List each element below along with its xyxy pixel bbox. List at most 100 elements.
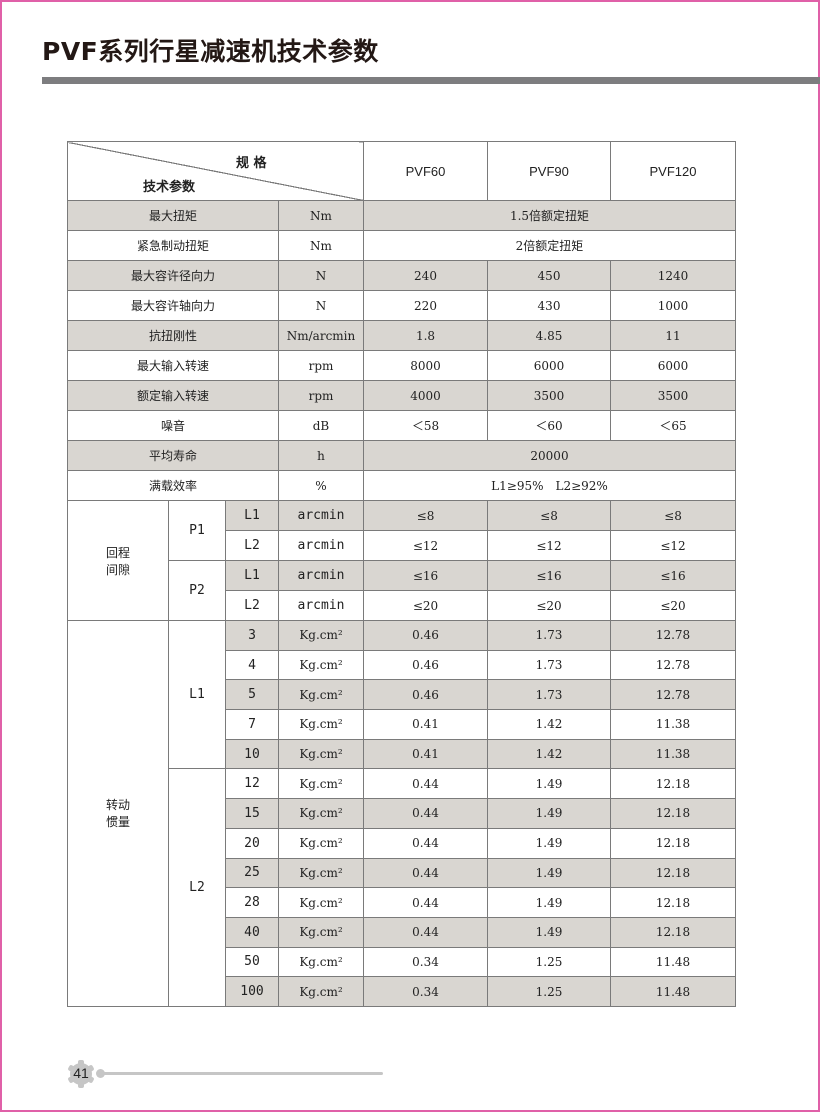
value-cell: 0.34 [363,946,488,978]
value-cell: 6000 [487,350,611,381]
unit-cell: Kg.cm² [278,709,364,740]
unit-cell: rpm [278,380,364,411]
value-cell: 1.42 [487,709,611,740]
model-header: PVF90 [487,141,611,201]
value-cell: 1.49 [487,916,611,948]
backlash-label-text: 回程 间隙 [105,545,130,577]
table-header-row: 规 格 技术参数 PVF60 PVF90 PVF120 [67,141,736,201]
unit-cell: Kg.cm² [278,827,364,859]
page-number: 41 [73,1065,89,1081]
value-cell: ≤8 [363,500,488,531]
value-cell: 11 [610,320,736,351]
unit-cell: arcmin [278,530,364,561]
unit-cell: Kg.cm² [278,857,364,889]
unit-cell: dB [278,410,364,441]
inertia-row: L2 12 Kg.cm² 0.44 1.49 12.18 [68,768,736,1007]
spec-table: 规 格 技术参数 PVF60 PVF90 PVF120 最大扭矩 Nm 1.5倍额定… [67,141,736,1007]
value-cell: 1.73 [487,679,611,711]
header-corner-cell: 规 格 技术参数 [67,141,364,201]
unit-cell: Kg.cm² [278,738,364,770]
param-name: 满载效率 [67,470,279,501]
ratio-cell: 7 [225,709,279,740]
value-cell: 12.78 [610,649,736,681]
table-row: 额定输入转速 rpm 4000 3500 3500 [67,380,736,411]
value-cell: 6000 [610,350,736,381]
value-cell: 0.46 [363,649,488,681]
value-cell: ≤20 [487,590,611,621]
ratio-cell: 5 [225,679,279,711]
value-cell: 0.44 [363,827,488,859]
unit-cell: h [278,440,364,471]
backlash-row: P2 L1 arcmin ≤16 ≤16 ≤16 [68,560,736,621]
inertia-row: 转动 惯量 L1 3 Kg.cm² 0.46 1.73 12.78 [67,619,736,1007]
model-header: PVF60 [363,141,488,201]
param-name: 平均寿命 [67,440,279,471]
value-cell: 1.25 [487,976,611,1007]
unit-cell: N [278,260,364,291]
value-cell: 12.18 [610,916,736,948]
value-cell: 12.18 [610,857,736,889]
title-rule [42,77,820,84]
value-cell: 3500 [610,380,736,411]
inertia-row: 5 Kg.cm² 0.46 1.73 12.78 [68,679,736,711]
unit-cell: Kg.cm² [278,768,364,800]
backlash-label: 回程 间隙 [67,500,169,621]
inertia-label: 转动 惯量 [67,620,169,1007]
param-label: 技术参数 [143,180,196,195]
ratio-cell: 20 [225,827,279,859]
unit-cell: arcmin [278,500,364,531]
ratio-cell: 40 [225,916,279,948]
table-row: 最大扭矩 Nm 1.5倍额定扭矩 [67,200,736,231]
value-cell: 1.8 [363,320,488,351]
stage-cell: L2 [225,530,279,561]
value-cell: 430 [487,290,611,321]
precision-grade: P2 [168,560,226,621]
value-cell: ＜60 [487,410,611,441]
unit-cell: Kg.cm² [278,620,364,651]
ratio-cell: 25 [225,857,279,889]
page-title: PVF系列行星减速机技术参数 [42,37,379,66]
value-cell: 1.49 [487,827,611,859]
precision-grade: P1 [168,500,226,561]
param-name: 紧急制动扭矩 [67,230,279,261]
unit-cell: Kg.cm² [278,679,364,711]
inertia-row: 4 Kg.cm² 0.46 1.73 12.78 [68,649,736,681]
gear-icon [67,1060,95,1088]
unit-cell: Nm [278,230,364,261]
ratio-cell: 28 [225,887,279,918]
inertia-label-text: 转动 惯量 [105,798,130,830]
value-cell: 12.78 [610,679,736,711]
value-cell: 220 [363,290,488,321]
value-cell: 0.41 [363,738,488,770]
unit-cell: Kg.cm² [278,887,364,918]
value-cell: 12.78 [610,620,736,651]
stage-cell: L1 [225,500,279,531]
value-cell: 1.49 [487,798,611,829]
param-name: 最大扭矩 [67,200,279,231]
stage-group: L2 [168,768,226,1007]
unit-cell: Kg.cm² [278,976,364,1007]
table-row: 紧急制动扭矩 Nm 2倍额定扭矩 [67,230,736,261]
value-cell: 0.44 [363,887,488,918]
inertia-row: 40 Kg.cm² 0.44 1.49 12.18 [68,916,736,948]
value-cell: 0.46 [363,679,488,711]
value-cell: 12.18 [610,768,736,800]
value-cell: ≤16 [363,560,488,591]
table-row: 最大容许径向力 N 240 450 1240 [67,260,736,291]
value-cell: 1240 [610,260,736,291]
param-name: 抗扭刚性 [67,320,279,351]
ratio-cell: 15 [225,798,279,829]
unit-cell: % [278,470,364,501]
unit-cell: Kg.cm² [278,798,364,829]
inertia-row: 15 Kg.cm² 0.44 1.49 12.18 [68,798,736,829]
inertia-row: 7 Kg.cm² 0.41 1.42 11.38 [68,709,736,740]
param-name: 最大输入转速 [67,350,279,381]
value-cell: 240 [363,260,488,291]
value-cell: 11.38 [610,738,736,770]
inertia-row: 28 Kg.cm² 0.44 1.49 12.18 [68,887,736,918]
value-cell: 1.5倍额定扭矩 [363,200,736,231]
table-row: 满载效率% L1≥95% L2≥92% [67,470,736,501]
stage-group: L1 [168,619,226,770]
value-cell: 1.73 [487,620,611,651]
ratio-cell: 4 [225,649,279,681]
